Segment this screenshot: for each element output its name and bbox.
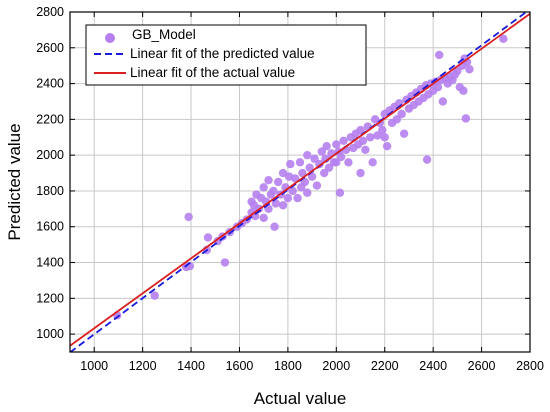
data-point xyxy=(290,174,300,183)
legend-label-predicted-fit: Linear fit of the predicted value xyxy=(130,46,315,61)
data-point xyxy=(303,150,312,160)
data-point xyxy=(366,133,375,142)
data-point xyxy=(332,140,341,149)
y-tick-label: 2400 xyxy=(36,77,64,91)
data-point xyxy=(356,125,365,135)
legend-label-actual-fit: Linear fit of the actual value xyxy=(130,65,295,80)
data-point xyxy=(150,291,159,300)
data-point xyxy=(303,188,312,197)
y-tick-label: 2600 xyxy=(36,41,64,55)
x-tick-label: 1400 xyxy=(177,359,205,373)
ticks-layer: 1000 1200 1400 1600 1800 2000 2200 2400 2600 2800… xyxy=(36,5,544,373)
legend-label-gb-model: GB_Model xyxy=(132,27,196,42)
data-point xyxy=(317,147,326,156)
legend: GB_Model Linear fit of the predicted val… xyxy=(85,24,367,86)
data-point xyxy=(259,183,268,192)
y-tick-label: 1400 xyxy=(36,256,64,270)
data-point xyxy=(324,163,334,172)
data-point xyxy=(392,115,402,124)
data-point xyxy=(373,131,382,140)
x-tick-label: 1000 xyxy=(80,359,108,373)
data-point xyxy=(288,186,297,196)
data-point xyxy=(344,158,353,167)
data-point xyxy=(339,136,348,146)
y-tick-label: 2800 xyxy=(36,5,64,19)
y-tick-label: 2000 xyxy=(36,148,64,162)
data-point xyxy=(332,158,341,167)
data-point xyxy=(286,159,295,169)
x-tick-label: 2200 xyxy=(371,359,399,373)
data-point xyxy=(293,193,302,203)
data-point xyxy=(203,233,213,242)
y-tick-label: 2200 xyxy=(36,112,64,126)
data-point xyxy=(465,65,474,74)
x-tick-label: 2600 xyxy=(468,359,496,373)
x-tick-label: 1800 xyxy=(274,359,302,373)
x-axis-title: Actual value xyxy=(254,389,347,408)
y-tick-label: 1600 xyxy=(36,220,64,234)
data-point xyxy=(422,155,432,164)
y-axis-title: Predicted value xyxy=(5,123,24,240)
data-point xyxy=(453,66,462,76)
data-point xyxy=(438,97,448,106)
data-point xyxy=(269,186,278,196)
data-point xyxy=(380,133,389,142)
data-point xyxy=(356,168,365,178)
data-point xyxy=(368,158,377,167)
data-point xyxy=(335,188,345,197)
x-tick-label: 2400 xyxy=(419,359,447,373)
data-point xyxy=(307,172,317,181)
data-point xyxy=(305,163,314,172)
data-point xyxy=(320,168,329,178)
data-point xyxy=(461,114,471,123)
data-point xyxy=(184,212,193,222)
data-point xyxy=(361,145,370,154)
data-point xyxy=(499,34,508,44)
data-point xyxy=(270,222,279,231)
data-point xyxy=(322,142,331,151)
x-tick-label: 2800 xyxy=(516,359,544,373)
data-point xyxy=(358,136,368,146)
data-point xyxy=(295,158,305,167)
data-point xyxy=(283,193,293,203)
data-point xyxy=(259,213,268,222)
data-point xyxy=(435,50,444,60)
legend-marker-gb-model xyxy=(105,33,115,43)
x-tick-label: 1200 xyxy=(129,359,157,373)
legend-box xyxy=(85,24,367,86)
data-point xyxy=(310,154,319,163)
data-point xyxy=(312,181,322,190)
data-point xyxy=(336,152,346,162)
data-point xyxy=(459,86,468,95)
data-point xyxy=(220,258,230,267)
data-point xyxy=(278,168,288,178)
data-point xyxy=(298,168,307,178)
plot-frame xyxy=(69,11,531,353)
x-tick-label: 1600 xyxy=(226,359,254,373)
data-point xyxy=(433,82,443,92)
y-tick-label: 1000 xyxy=(36,327,64,341)
data-point xyxy=(300,177,310,187)
data-point xyxy=(274,177,283,187)
data-point xyxy=(397,109,406,119)
actual-fit-line xyxy=(70,13,530,347)
x-tick-label: 2000 xyxy=(322,359,350,373)
y-tick-label: 1800 xyxy=(36,184,64,198)
fit-lines-layer xyxy=(70,12,530,352)
data-point xyxy=(399,129,409,138)
y-tick-label: 1200 xyxy=(36,291,64,305)
data-point xyxy=(278,201,288,210)
data-point xyxy=(264,176,273,185)
data-point xyxy=(378,125,387,135)
data-point xyxy=(382,142,392,151)
